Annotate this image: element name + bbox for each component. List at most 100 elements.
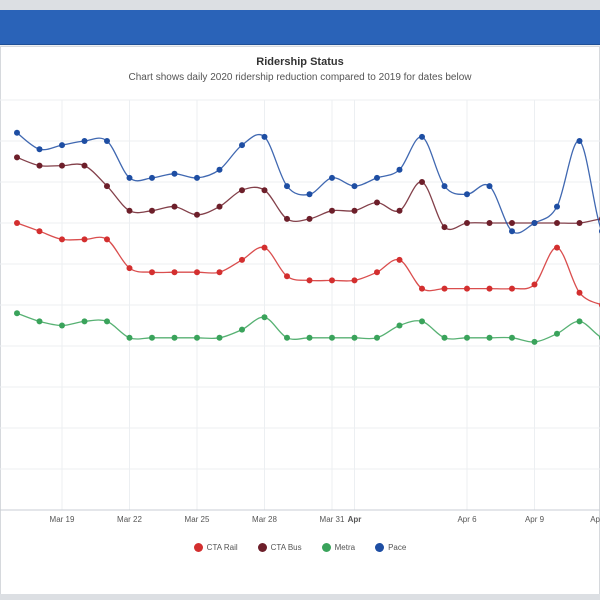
data-point-metra: [351, 334, 358, 341]
data-point-cta-bus: [59, 162, 65, 169]
data-point-cta-bus: [396, 207, 403, 214]
data-point-cta-rail: [194, 269, 200, 276]
data-point-cta-rail: [374, 269, 380, 276]
legend-item-cta-rail[interactable]: CTA Rail: [193, 543, 238, 552]
data-point-metra: [396, 322, 403, 329]
data-point-metra: [126, 334, 133, 341]
data-point-cta-rail: [554, 244, 560, 251]
legend-swatch: [375, 543, 385, 552]
data-point-cta-rail: [149, 269, 155, 276]
data-point-pace: [239, 142, 245, 149]
data-point-cta-bus: [14, 154, 20, 161]
data-point-cta-bus: [509, 220, 515, 226]
data-point-cta-rail: [464, 285, 470, 292]
x-tick-label: Apr 9: [525, 515, 545, 524]
x-tick-label: Mar 31: [320, 515, 345, 524]
data-point-pace: [531, 220, 538, 226]
legend-label: CTA Rail: [206, 543, 238, 552]
data-point-cta-rail: [126, 265, 133, 272]
top-band: [0, 0, 600, 10]
data-point-cta-rail: [576, 289, 583, 296]
data-point-metra: [59, 322, 65, 329]
legend-item-cta-bus[interactable]: CTA Bus: [257, 543, 302, 552]
data-point-pace: [329, 174, 335, 181]
data-point-cta-rail: [36, 228, 43, 235]
data-point-cta-rail: [14, 220, 20, 226]
data-point-cta-rail: [419, 285, 425, 292]
data-point-cta-rail: [396, 256, 403, 263]
data-point-cta-bus: [554, 220, 560, 226]
data-point-metra: [36, 318, 43, 325]
x-tick-label: Mar 19: [50, 515, 75, 524]
data-point-metra: [464, 334, 470, 341]
data-point-pace: [554, 203, 560, 210]
data-point-metra: [531, 338, 538, 345]
chart-legend: CTA Rail CTA Bus Metra Pace: [0, 543, 600, 552]
data-point-metra: [149, 334, 155, 341]
series-line-pace: [16, 132, 600, 234]
data-point-pace: [194, 174, 200, 181]
data-point-cta-rail: [284, 273, 290, 280]
data-point-cta-bus: [329, 207, 335, 214]
data-point-pace: [261, 133, 268, 140]
data-point-pace: [306, 191, 313, 198]
data-point-cta-rail: [509, 285, 515, 292]
legend-item-pace[interactable]: Pace: [375, 543, 406, 552]
data-point-cta-rail: [329, 277, 335, 284]
data-point-cta-bus: [374, 199, 380, 206]
data-point-pace: [216, 166, 223, 173]
data-point-pace: [171, 170, 178, 177]
data-point-pace: [509, 228, 515, 235]
data-point-pace: [14, 129, 20, 136]
data-point-cta-rail: [59, 236, 65, 243]
data-point-pace: [441, 183, 448, 190]
series-line-metra: [16, 312, 600, 343]
x-tick-label: Apr 12: [590, 515, 600, 524]
x-tick-label: Mar 28: [252, 515, 277, 524]
legend-item-metra[interactable]: Metra: [321, 543, 355, 552]
data-point-metra: [216, 334, 223, 341]
data-point-cta-bus: [194, 211, 200, 218]
data-point-cta-rail: [261, 244, 268, 251]
data-point-pace: [284, 183, 290, 190]
data-point-pace: [464, 191, 470, 198]
data-point-cta-rail: [531, 281, 538, 288]
data-point-cta-bus: [104, 183, 110, 190]
data-point-pace: [104, 138, 110, 144]
data-point-metra: [284, 334, 290, 341]
data-point-metra: [194, 334, 200, 341]
data-point-metra: [104, 318, 110, 325]
data-point-pace: [81, 138, 88, 144]
data-point-cta-bus: [419, 179, 425, 185]
data-point-metra: [14, 310, 20, 317]
data-point-pace: [126, 174, 133, 181]
data-point-cta-bus: [239, 187, 245, 194]
data-point-pace: [396, 166, 403, 173]
data-point-pace: [149, 174, 155, 181]
data-point-pace: [374, 174, 380, 181]
legend-swatch: [193, 543, 203, 552]
data-point-cta-bus: [351, 207, 358, 214]
data-point-pace: [486, 183, 493, 190]
data-point-metra: [374, 334, 380, 341]
bottom-band: [0, 594, 600, 600]
data-point-cta-bus: [486, 220, 493, 226]
data-point-cta-bus: [149, 207, 155, 214]
data-point-cta-rail: [239, 256, 245, 263]
data-point-cta-rail: [81, 236, 88, 243]
data-point-cta-bus: [36, 162, 43, 169]
data-point-cta-rail: [441, 285, 448, 292]
data-point-metra: [576, 318, 583, 325]
legend-label: Pace: [388, 543, 407, 552]
x-tick-label: Mar 25: [185, 515, 210, 524]
data-point-cta-bus: [261, 187, 268, 194]
data-point-cta-bus: [81, 162, 88, 169]
data-point-metra: [261, 314, 268, 321]
data-point-pace: [351, 183, 358, 190]
data-point-metra: [329, 334, 335, 341]
app-header-bar: [0, 10, 600, 45]
data-point-cta-bus: [284, 215, 290, 222]
data-point-metra: [239, 326, 245, 333]
chart-subtitle: Chart shows daily 2020 ridership reducti…: [128, 72, 472, 83]
